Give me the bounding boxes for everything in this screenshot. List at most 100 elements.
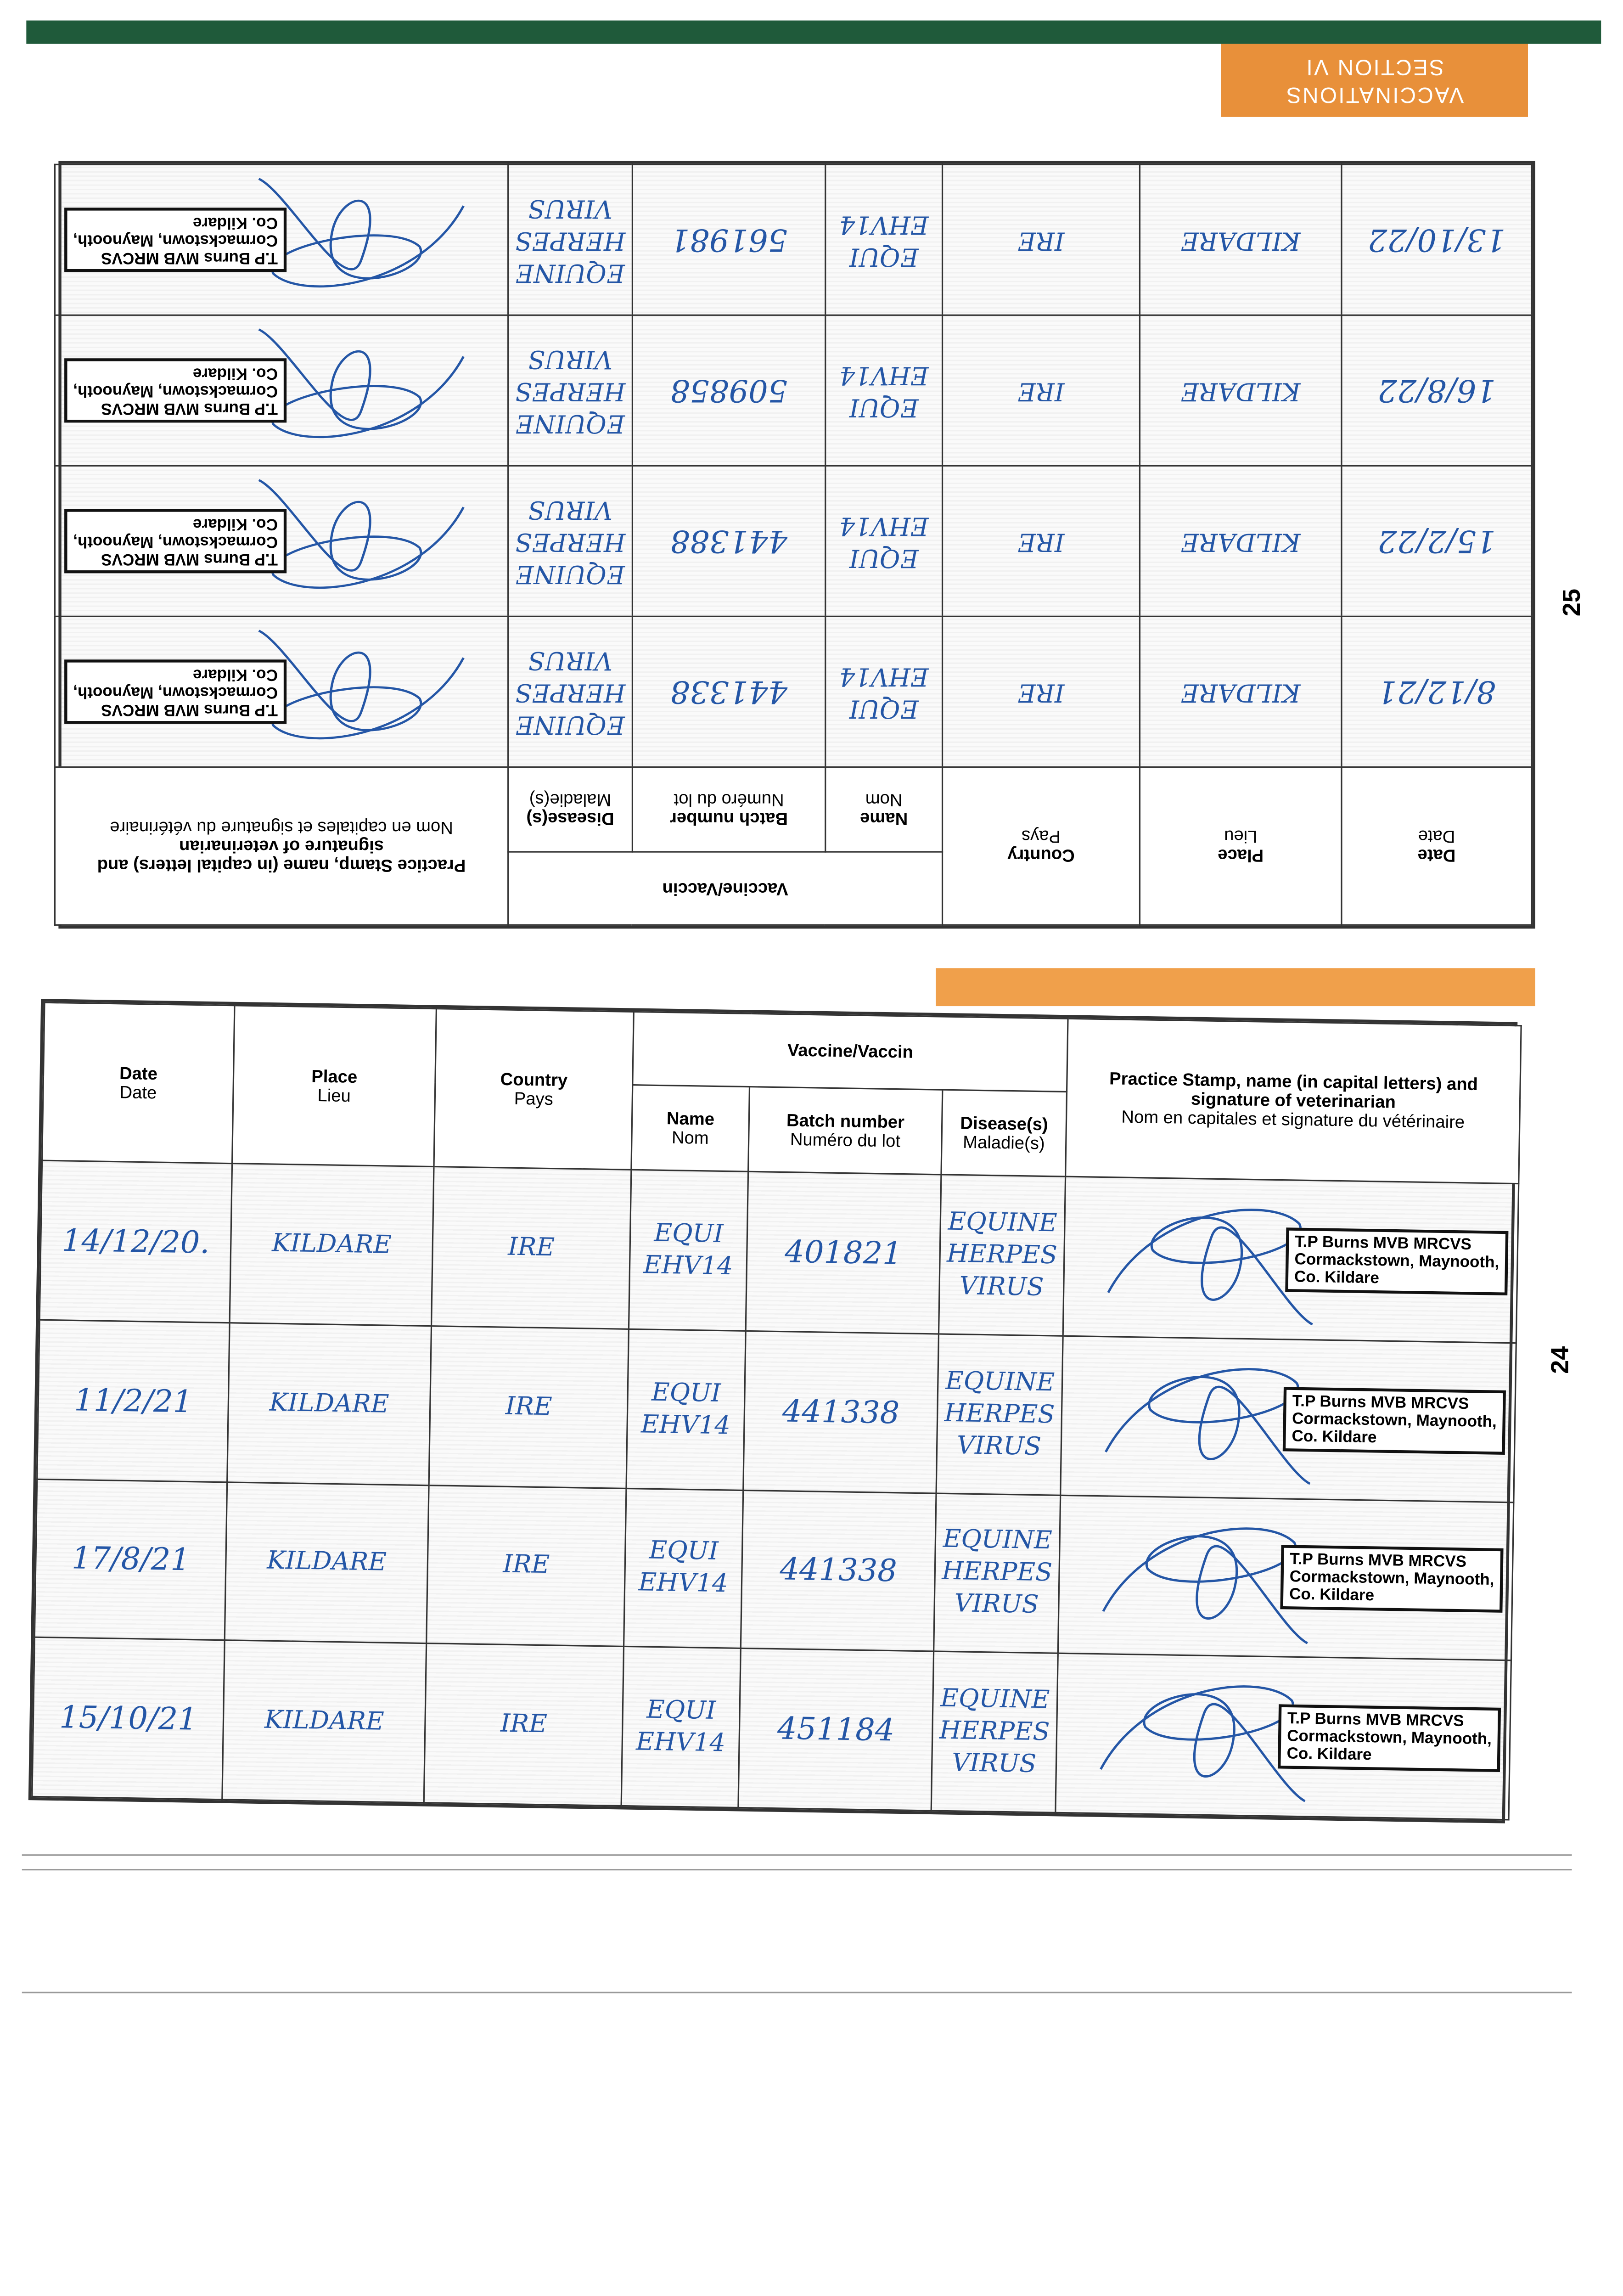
disease-line: EQUINE	[516, 408, 625, 438]
disease-line: EQUINE	[940, 1684, 1050, 1716]
stamp-header: Practice Stamp, name (in capital letters…	[55, 767, 508, 925]
stamp-line: Co. Kildare	[192, 665, 278, 683]
page-edge	[22, 1854, 1572, 1856]
vaccination-table: Date Date Place Lieu Country Pays Vaccine/Vacc…	[54, 164, 1533, 926]
batch-number: 509858	[632, 315, 826, 466]
stamp-line: Co. Kildare	[1294, 1268, 1380, 1288]
name-line: EHV14	[839, 360, 929, 389]
name-header: Name Nom	[825, 767, 943, 852]
header-fr: Nom	[671, 1126, 709, 1148]
signature	[1100, 1686, 1306, 1803]
disease-line: VIRUS	[956, 1431, 1042, 1462]
header-en: Batch number	[786, 1109, 905, 1132]
date: 8/12/21	[1341, 616, 1532, 767]
date-header: Date Date	[42, 1002, 235, 1164]
disease: EQUINE HERPES VIRUS	[936, 1334, 1063, 1495]
name-line: EQUI	[849, 693, 919, 723]
country: IRE	[942, 466, 1140, 617]
record-row: 15/10/21 KILDARE IRE EQUI EHV14 451184 EQUINE H…	[32, 1638, 1511, 1820]
page-edge	[22, 1992, 1572, 1993]
batch-header: Batch number Numéro du lot	[748, 1086, 943, 1175]
country-header: Country Pays	[942, 767, 1140, 925]
disease-header: Disease(s) Maladie(s)	[508, 767, 633, 852]
record-row: 11/2/21 KILDARE IRE EQUI EHV14 441338 EQUINE HE…	[37, 1319, 1516, 1502]
orange-strip	[936, 968, 1535, 1007]
vaccine-name: EQUI EHV14	[626, 1328, 746, 1490]
tab-line: SECTION VI	[1305, 54, 1444, 79]
stamp-line: Co. Kildare	[1292, 1427, 1377, 1446]
stamp-cell: T.P Burns MVB MRCVS Cormackstown, Maynoot…	[55, 616, 508, 767]
record-row: 13/10/22 KILDARE IRE EQUI EHV14 561981 EQUINE H…	[55, 164, 1532, 315]
disease-line: HERPES	[515, 677, 626, 707]
date: 16/8/22	[1341, 315, 1532, 466]
stamp-cell: T.P Burns MVB MRCVS Cormackstown, Maynoot…	[55, 315, 508, 466]
place: KILDARE	[225, 1481, 429, 1644]
place-header: Place Lieu	[232, 1005, 437, 1167]
place: KILDARE	[230, 1163, 434, 1326]
country-header: Country Pays	[433, 1008, 634, 1170]
disease-line: HERPES	[515, 526, 626, 556]
header-en: Place	[311, 1065, 358, 1086]
name-line: EQUI	[849, 241, 919, 271]
vaccine-name: EQUI EHV14	[629, 1170, 748, 1331]
header-en: Place	[1218, 846, 1264, 867]
date: 14/12/20.	[39, 1160, 232, 1322]
disease-line: EQUINE	[516, 257, 625, 287]
name-line: EQUI	[849, 392, 919, 422]
vaccine-name: EQUI EHV14	[825, 164, 943, 315]
signature	[258, 178, 465, 288]
signature	[258, 479, 465, 589]
stamp-line: T.P Burns MVB MRCVS	[101, 399, 278, 417]
batch-number: 561981	[632, 164, 826, 315]
place: KILDARE	[222, 1640, 427, 1803]
record-row: 17/8/21 KILDARE IRE EQUI EHV14 441338 EQUINE HE…	[34, 1478, 1514, 1661]
place: KILDARE	[1140, 466, 1342, 617]
disease-header: Disease(s) Maladie(s)	[941, 1090, 1067, 1177]
country: IRE	[942, 164, 1140, 315]
disease-line: VIRUS	[528, 645, 612, 675]
name-line: EHV14	[839, 510, 929, 540]
disease: EQUINE HERPES VIRUS	[938, 1174, 1066, 1336]
disease-line: HERPES	[939, 1716, 1050, 1748]
header-fr: Pays	[1022, 827, 1061, 848]
disease-line: EQUINE	[945, 1366, 1055, 1398]
page-24: Date Date Place Lieu Country Pays Vaccine/Vacc…	[28, 999, 1522, 1823]
header-fr: Lieu	[1224, 827, 1258, 848]
disease-line: HERPES	[515, 376, 626, 405]
place: KILDARE	[1140, 315, 1342, 466]
disease-line: HERPES	[941, 1558, 1053, 1589]
disease-line: HERPES	[946, 1239, 1058, 1271]
vaccine-name: EQUI EHV14	[621, 1647, 741, 1808]
header-en: Date	[1417, 846, 1456, 867]
stamp-line: Cormackstown, Maynooth,	[73, 382, 278, 400]
disease: EQUINE HERPES VIRUS	[508, 616, 633, 767]
stamp-line: T.P Burns MVB MRCVS	[101, 248, 278, 266]
batch-number: 441388	[632, 466, 826, 617]
country: IRE	[426, 1485, 627, 1647]
header-row: Date Date Place Lieu Country Pays Vaccine/Vacc…	[42, 1002, 1522, 1184]
batch-number: 401821	[746, 1171, 941, 1334]
header-en: Name	[666, 1107, 715, 1129]
signature	[258, 328, 465, 439]
date: 11/2/21	[37, 1319, 230, 1482]
page-25: Date Date Place Lieu Country Pays Vaccine/Vacc…	[55, 161, 1535, 929]
signature	[258, 630, 465, 740]
date: 17/8/21	[34, 1478, 227, 1641]
practice-stamp: T.P Burns MVB MRCVS Cormackstown, Maynoot…	[64, 659, 287, 724]
practice-stamp: T.P Burns MVB MRCVS Cormackstown, Maynoot…	[1285, 1227, 1509, 1295]
header-en: Name	[860, 809, 908, 830]
name-line: EQUI	[649, 1536, 719, 1568]
stamp-cell: T.P Burns MVB MRCVS Cormackstown, Maynoot…	[1060, 1335, 1516, 1502]
stamp-line: T.P Burns MVB MRCVS	[1292, 1392, 1469, 1413]
batch-number: 451184	[738, 1649, 934, 1811]
name-line: EHV14	[839, 661, 929, 691]
practice-stamp: T.P Burns MVB MRCVS Cormackstown, Maynoot…	[64, 358, 287, 423]
record-row: 14/12/20. KILDARE IRE EQUI EHV14 401821 EQUINE…	[39, 1160, 1519, 1343]
disease-line: VIRUS	[951, 1749, 1037, 1780]
stamp-line: Co. Kildare	[192, 213, 278, 231]
disease-line: HERPES	[515, 225, 626, 255]
stamp-cell: T.P Burns MVB MRCVS Cormackstown, Maynoot…	[1063, 1176, 1519, 1343]
header-fr: Date	[119, 1081, 157, 1103]
practice-stamp: T.P Burns MVB MRCVS Cormackstown, Maynoot…	[64, 509, 287, 574]
